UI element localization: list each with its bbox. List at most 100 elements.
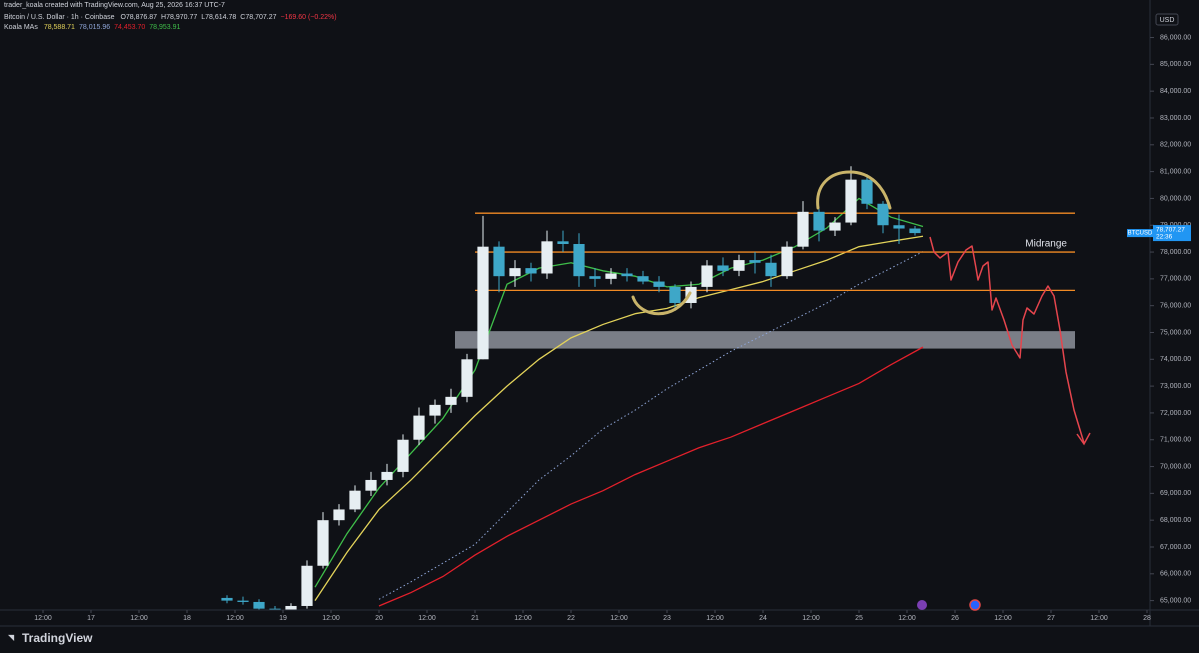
x-tick-label: 12:00 — [226, 615, 244, 622]
x-tick-label: 26 — [951, 615, 959, 622]
y-tick-label: 83,000.00 — [1160, 115, 1191, 122]
candle-body — [349, 490, 361, 510]
ma-value: 74,453.70 — [114, 24, 146, 31]
candle-body — [509, 268, 521, 277]
x-tick-label: 21 — [471, 615, 479, 622]
candle-body — [493, 246, 505, 277]
y-tick-label: 71,000.00 — [1160, 437, 1191, 444]
candle-body — [221, 597, 233, 601]
y-tick-label: 82,000.00 — [1160, 142, 1191, 149]
currency: USD — [1160, 17, 1175, 24]
y-tick-label: 70,000.00 — [1160, 463, 1191, 470]
y-tick-label: 73,000.00 — [1160, 383, 1191, 390]
candle-body — [797, 211, 809, 247]
y-tick-label: 80,000.00 — [1160, 195, 1191, 202]
candle-body — [813, 211, 825, 231]
currency-box — [1155, 13, 1179, 26]
y-tick-label: 68,000.00 — [1160, 517, 1191, 524]
ohlc-value: C78,707.27 — [240, 14, 277, 21]
candle-body — [317, 520, 329, 566]
candle-body — [301, 565, 313, 606]
projection-path — [929, 236, 1085, 444]
candle-body — [621, 273, 633, 277]
candle-body — [365, 479, 377, 491]
ma-value: 78,015.96 — [78, 24, 111, 31]
x-tick-label: 12:00 — [514, 615, 532, 622]
y-tick-label: 66,000.00 — [1160, 571, 1191, 578]
brand: TradingView — [22, 631, 93, 645]
level-label: Midrange — [1025, 239, 1067, 250]
candle-body — [573, 244, 585, 277]
candle-body — [541, 241, 553, 274]
x-tick-label: 12:00 — [610, 615, 628, 622]
ohlc-value: H78,970.77 — [161, 14, 198, 21]
credit: trader_koala created with TradingView.co… — [4, 2, 225, 9]
dip-highlight — [631, 291, 692, 316]
x-tick-label: 12:00 — [418, 615, 436, 622]
credit-line: trader_koala created with TradingView.co… — [4, 2, 229, 9]
y-tick-label: 74,000.00 — [1160, 356, 1191, 363]
ohlc-value: L78,614.78 — [201, 14, 237, 21]
x-tick-label: 23 — [663, 615, 671, 622]
candle-body — [237, 600, 249, 602]
candle-body — [429, 404, 441, 416]
candle-body — [445, 396, 457, 405]
y-tick-label: 75,000.00 — [1160, 329, 1191, 336]
x-tick-label: 12:00 — [322, 615, 340, 622]
candle-body — [397, 439, 409, 472]
event-icon[interactable] — [969, 599, 981, 611]
y-tick-label: 84,000.00 — [1160, 88, 1191, 95]
x-tick-label: 17 — [87, 615, 95, 622]
x-tick-label: 12:00 — [994, 615, 1012, 622]
candle-body — [685, 286, 697, 303]
y-tick-label: 78,000.00 — [1160, 249, 1191, 256]
x-tick-label: 12:00 — [802, 615, 820, 622]
price-tag-countdown: 22:36 — [1156, 233, 1173, 240]
x-tick-label: 19 — [279, 615, 287, 622]
price-tag-box — [1153, 225, 1191, 242]
x-tick-label: 22 — [567, 615, 575, 622]
candle-body — [477, 246, 489, 360]
candle-body — [557, 241, 569, 244]
y-tick-label: 65,000.00 — [1160, 597, 1191, 604]
top-highlight — [816, 170, 892, 210]
ma-value: 78,953.91 — [149, 24, 181, 31]
candle-body — [253, 601, 265, 609]
y-tick-label: 85,000.00 — [1160, 61, 1191, 68]
x-tick-label: 12:00 — [34, 615, 52, 622]
moving-average — [314, 197, 924, 588]
candle-body — [765, 262, 777, 277]
y-tick-label: 72,000.00 — [1160, 410, 1191, 417]
x-tick-label: 28 — [1143, 615, 1151, 622]
x-tick-label: 12:00 — [706, 615, 724, 622]
event-icon[interactable] — [917, 600, 927, 610]
candle-body — [877, 203, 889, 226]
candle-body — [909, 228, 921, 234]
x-tick-label: 25 — [855, 615, 863, 622]
candle-body — [669, 286, 681, 303]
moving-average — [378, 251, 924, 600]
candle-body — [525, 268, 537, 274]
y-tick-label: 67,000.00 — [1160, 544, 1191, 551]
candle-body — [781, 246, 793, 277]
candle-body — [589, 276, 601, 279]
moving-average — [378, 346, 924, 607]
y-tick-label: 86,000.00 — [1160, 34, 1191, 41]
projection-arrowhead — [1076, 432, 1091, 446]
x-tick-label: 18 — [183, 615, 191, 622]
candle-body — [829, 222, 841, 231]
candle-body — [269, 608, 281, 610]
price-tag-symbol: BTCUSD — [1128, 231, 1153, 237]
y-tick-label: 77,000.00 — [1160, 276, 1191, 283]
y-tick-label: 76,000.00 — [1160, 303, 1191, 310]
moving-average — [314, 235, 924, 601]
symbol-line: Bitcoin / U.S. Dollar · 1h · Coinbase O7… — [4, 14, 341, 21]
x-tick-label: 12:00 — [130, 615, 148, 622]
candle-body — [285, 605, 297, 610]
candle-body — [701, 265, 713, 287]
candle-body — [381, 471, 393, 480]
indicator-name: Koala MAs — [4, 24, 38, 31]
price-tag-price: 78,707.27 — [1156, 226, 1185, 233]
ma-value: 78,588.71 — [43, 24, 75, 31]
